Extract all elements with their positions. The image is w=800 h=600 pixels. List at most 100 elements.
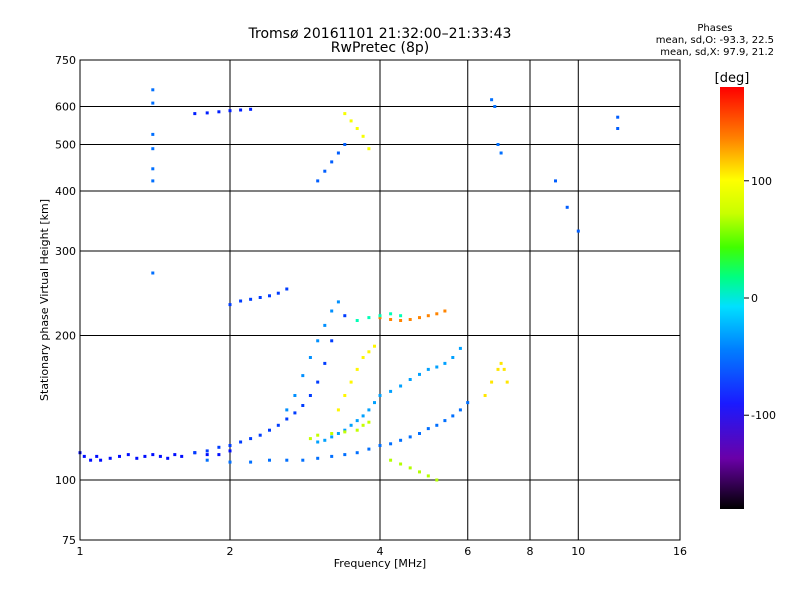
data-point: [316, 179, 320, 183]
data-point: [151, 179, 155, 183]
data-point: [483, 394, 487, 397]
y-tick-label: 100: [55, 474, 76, 487]
data-point: [258, 433, 262, 437]
x-tick-label: 16: [673, 545, 687, 558]
data-point: [151, 453, 155, 457]
data-point: [367, 350, 371, 354]
data-point: [355, 319, 359, 322]
data-point: [355, 419, 359, 423]
data-point: [268, 428, 271, 432]
data-point: [389, 458, 393, 462]
data-point: [228, 109, 232, 113]
data-point: [323, 323, 327, 327]
data-point: [408, 318, 412, 321]
data-point: [355, 451, 359, 455]
data-point: [336, 408, 340, 412]
data-point: [193, 451, 197, 455]
data-point: [554, 179, 557, 183]
data-point: [435, 478, 439, 482]
data-point: [205, 449, 209, 453]
data-point: [408, 466, 412, 470]
data-point: [89, 458, 93, 462]
y-axis-label: Stationary phase Virtual Height [km]: [38, 199, 51, 401]
data-point: [565, 205, 569, 209]
data-point: [496, 367, 500, 371]
data-point: [308, 356, 312, 359]
data-point: [151, 167, 155, 171]
data-point: [399, 319, 403, 322]
data-point: [435, 423, 439, 427]
data-point: [355, 428, 359, 432]
data-point: [239, 440, 243, 444]
x-tick-label: 1: [77, 545, 84, 558]
data-point: [343, 143, 347, 146]
data-point: [418, 470, 421, 474]
data-point: [616, 115, 620, 119]
data-point: [336, 300, 340, 304]
data-point: [180, 454, 184, 458]
data-point: [367, 147, 371, 151]
data-point: [285, 417, 289, 421]
data-point: [451, 414, 455, 418]
data-point: [323, 169, 327, 173]
data-point: [330, 454, 334, 458]
data-point: [276, 423, 280, 427]
data-point: [308, 437, 312, 441]
data-point: [343, 394, 347, 397]
x-tick-label: 2: [227, 545, 234, 558]
x-tick-label: 4: [377, 545, 384, 558]
colorbar-ticks: 100 0 -100: [744, 175, 776, 422]
data-point: [343, 112, 347, 116]
data-point: [239, 299, 243, 303]
data-point: [276, 291, 280, 295]
data-point: [151, 271, 155, 275]
data-point: [458, 346, 462, 350]
data-point: [616, 127, 620, 130]
data-point: [355, 367, 359, 371]
data-point: [426, 367, 430, 371]
data-point: [389, 442, 393, 446]
data-point: [490, 98, 494, 102]
data-point: [418, 316, 421, 320]
data-point: [367, 447, 371, 451]
data-point: [426, 474, 430, 478]
data-point: [285, 458, 289, 462]
data-point: [118, 454, 121, 458]
data-point: [408, 378, 412, 381]
data-point: [330, 309, 334, 313]
data-point: [323, 438, 327, 442]
data-point: [426, 427, 430, 431]
data-point: [343, 430, 347, 434]
data-point: [301, 458, 305, 462]
y-tick-label: 75: [62, 534, 76, 547]
y-axis: 75 100 200 300 400 500 600 750: [55, 54, 76, 547]
data-point: [499, 151, 503, 155]
data-point: [166, 456, 170, 460]
data-point: [399, 384, 403, 388]
data-point: [268, 458, 271, 462]
data-point: [99, 458, 103, 462]
colorbar-tick-label: 100: [751, 175, 772, 188]
data-point: [330, 435, 334, 439]
data-point: [108, 456, 112, 460]
data-point: [426, 314, 430, 318]
x-axis: 1 2 4 6 8 10 16: [77, 545, 688, 558]
data-point: [399, 462, 403, 466]
data-point: [126, 453, 130, 457]
data-point: [316, 440, 320, 444]
data-point: [293, 394, 297, 397]
data-point: [378, 394, 382, 397]
data-point: [158, 454, 162, 458]
y-tick-label: 600: [55, 101, 76, 114]
data-point: [82, 454, 86, 458]
data-point: [95, 454, 99, 458]
data-point: [496, 143, 500, 146]
data-point: [151, 147, 155, 151]
data-point: [355, 127, 359, 130]
x-tick-label: 10: [571, 545, 585, 558]
data-point: [378, 316, 382, 320]
chart-subtitle: RwPretec (8p): [330, 40, 430, 56]
data-point: [343, 453, 347, 457]
data-point: [361, 423, 365, 427]
